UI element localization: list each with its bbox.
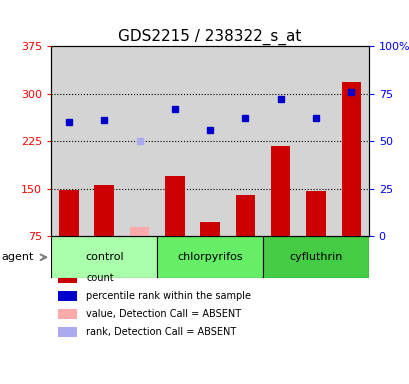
Text: rank, Detection Call = ABSENT: rank, Detection Call = ABSENT (86, 327, 236, 337)
Bar (57, 291, 76, 301)
Bar (86, 46, 121, 236)
Text: percentile rank within the sample: percentile rank within the sample (86, 291, 251, 301)
Text: count: count (86, 273, 114, 283)
Bar (157, 46, 192, 236)
Text: control: control (85, 252, 123, 262)
Bar (59, 190, 79, 236)
Bar (94, 185, 114, 236)
Bar (341, 82, 360, 236)
Bar (298, 46, 333, 236)
Title: GDS2215 / 238322_s_at: GDS2215 / 238322_s_at (118, 28, 301, 45)
Bar (165, 176, 184, 236)
Bar (333, 46, 368, 236)
Bar (57, 273, 76, 283)
Bar (192, 46, 227, 236)
Text: agent: agent (1, 252, 34, 262)
FancyBboxPatch shape (263, 236, 368, 278)
Bar (121, 46, 157, 236)
FancyBboxPatch shape (51, 236, 157, 278)
Bar (57, 309, 76, 319)
Bar (306, 190, 325, 236)
FancyBboxPatch shape (157, 236, 263, 278)
Bar (263, 46, 298, 236)
Bar (235, 195, 254, 236)
Bar (227, 46, 263, 236)
Text: chlorpyrifos: chlorpyrifos (177, 252, 243, 262)
Bar (200, 222, 219, 236)
Text: cyfluthrin: cyfluthrin (289, 252, 342, 262)
Bar (57, 326, 76, 337)
Bar (130, 227, 149, 236)
Bar (51, 46, 86, 236)
Text: value, Detection Call = ABSENT: value, Detection Call = ABSENT (86, 309, 241, 319)
Bar (270, 146, 290, 236)
